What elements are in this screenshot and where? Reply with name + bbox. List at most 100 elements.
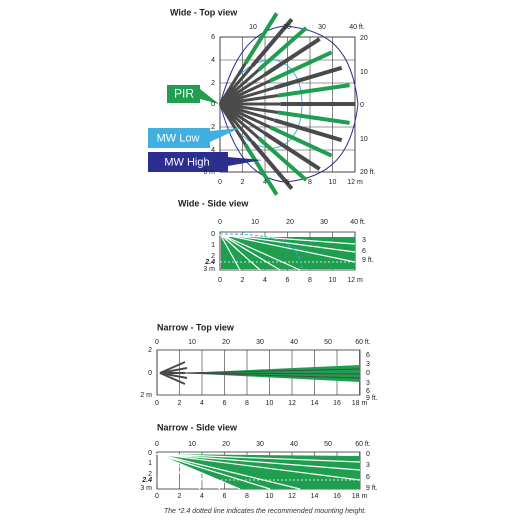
right-axis-label: 0 bbox=[360, 102, 364, 109]
footnote: The *2.4 dotted line indicates the recom… bbox=[164, 508, 366, 515]
left-axis-label: 2.4 bbox=[204, 259, 215, 266]
pir-beam bbox=[243, 143, 279, 196]
left-axis-label: 0 bbox=[211, 101, 215, 108]
left-axis-label: 2 bbox=[211, 253, 215, 260]
left-axis-label: 1 bbox=[148, 460, 152, 467]
side-beam-edge bbox=[219, 233, 356, 253]
mw-low-side bbox=[219, 233, 303, 271]
bottom-axis-label: 2 bbox=[178, 400, 182, 407]
mw-low-callout bbox=[148, 128, 240, 148]
top-axis-label: 20 bbox=[222, 339, 230, 346]
bottom-axis-label: 16 bbox=[333, 493, 341, 500]
pir-beam bbox=[278, 110, 350, 125]
top-axis-label: 20 bbox=[286, 219, 294, 226]
side-beam-edge bbox=[156, 453, 201, 490]
right-axis-label: 6 bbox=[366, 352, 370, 359]
bottom-axis-label: 18 m bbox=[352, 400, 368, 407]
pir-beam bbox=[269, 125, 333, 158]
bottom-axis-label: 14 bbox=[311, 400, 319, 407]
bottom-axis-label: 4 bbox=[200, 400, 204, 407]
bottom-axis-label: 12 bbox=[288, 400, 296, 407]
right-axis-label: 3 bbox=[362, 237, 366, 244]
narrow-beam-edge bbox=[181, 372, 361, 379]
pir-beam bbox=[263, 37, 321, 77]
right-axis-label: 3 bbox=[366, 380, 370, 387]
narrow-beam-edge bbox=[181, 368, 361, 374]
right-axis-label: 6 bbox=[366, 388, 370, 395]
panel-title: Wide - Side view bbox=[178, 198, 249, 208]
bottom-axis-label: 4 bbox=[263, 179, 267, 186]
left-axis-label: 0 bbox=[148, 450, 152, 457]
bottom-axis-label: 8 bbox=[308, 179, 312, 186]
bottom-axis-label: 8 bbox=[245, 400, 249, 407]
top-axis-label: 60 ft. bbox=[355, 339, 371, 346]
right-axis-label: 6 bbox=[366, 474, 370, 481]
side-beam-edge bbox=[156, 453, 361, 481]
right-axis-label: 3 bbox=[366, 462, 370, 469]
bottom-axis-label: 12 bbox=[288, 493, 296, 500]
right-axis-label: 10 bbox=[360, 69, 368, 76]
right-axis-label: 6 bbox=[362, 248, 366, 255]
left-axis-label: 0 bbox=[211, 231, 215, 238]
pir-beam bbox=[243, 12, 279, 65]
left-axis-label: 2 bbox=[211, 80, 215, 87]
side-beam-edge bbox=[156, 453, 301, 490]
bottom-axis-label: 10 bbox=[329, 277, 337, 284]
top-axis-label: 0 bbox=[155, 441, 159, 448]
pir-beam bbox=[278, 83, 350, 98]
pir-beam bbox=[263, 131, 321, 171]
side-beam-edge bbox=[156, 453, 241, 490]
top-axis-label: 40 bbox=[290, 441, 298, 448]
top-axis-label: 10 bbox=[188, 441, 196, 448]
left-axis-label: 2 bbox=[148, 347, 152, 354]
pir-beam bbox=[274, 65, 343, 90]
panel-title: Wide - Top view bbox=[170, 7, 238, 17]
side-beam-edge bbox=[219, 233, 241, 271]
top-axis-label: 30 bbox=[320, 219, 328, 226]
bottom-axis-label: 16 bbox=[333, 400, 341, 407]
bottom-axis-label: 4 bbox=[263, 277, 267, 284]
right-axis-label: 3 bbox=[366, 361, 370, 368]
bottom-axis-label: 8 bbox=[308, 277, 312, 284]
bottom-axis-label: 6 bbox=[223, 400, 227, 407]
right-axis-label: 9 ft. bbox=[366, 395, 378, 402]
left-axis-label: 6 m bbox=[203, 169, 215, 176]
top-axis-label: 10 bbox=[251, 219, 259, 226]
bottom-axis-label: 10 bbox=[266, 400, 274, 407]
bottom-axis-label: 0 bbox=[155, 493, 159, 500]
bottom-axis-label: 8 bbox=[245, 493, 249, 500]
bottom-axis-label: 12 m bbox=[347, 179, 363, 186]
bottom-axis-label: 2 bbox=[178, 493, 182, 500]
right-axis-label: 20 ft. bbox=[360, 169, 376, 176]
left-axis-label: 2 bbox=[148, 471, 152, 478]
top-axis-label: 10 bbox=[188, 339, 196, 346]
left-axis-label: 1 bbox=[211, 242, 215, 249]
side-beam-edge bbox=[219, 233, 261, 271]
right-axis-label: 9 ft. bbox=[366, 485, 378, 492]
bottom-axis-label: 2 bbox=[241, 179, 245, 186]
left-axis-label: 3 m bbox=[203, 266, 215, 273]
narrow-short-beam bbox=[159, 372, 186, 385]
top-axis-label: 10 bbox=[249, 24, 257, 31]
bottom-axis-label: 6 bbox=[286, 277, 290, 284]
left-axis-label: 3 m bbox=[140, 485, 152, 492]
right-axis-label: 10 bbox=[360, 136, 368, 143]
top-axis-label: 0 bbox=[218, 219, 222, 226]
bottom-axis-label: 10 bbox=[329, 179, 337, 186]
mw-high-callout bbox=[148, 152, 262, 172]
left-axis-label: 2 m bbox=[140, 392, 152, 399]
bottom-axis-label: 4 bbox=[200, 493, 204, 500]
top-axis-label: 30 bbox=[256, 339, 264, 346]
top-axis-label: 0 bbox=[155, 339, 159, 346]
bottom-axis-label: 2 bbox=[241, 277, 245, 284]
pir-beam-inner bbox=[218, 103, 247, 146]
bottom-axis-label: 6 bbox=[223, 493, 227, 500]
bottom-axis-label: 0 bbox=[218, 179, 222, 186]
side-beam-edge bbox=[156, 453, 271, 490]
bottom-axis-label: 10 bbox=[266, 493, 274, 500]
bottom-axis-label: 12 m bbox=[347, 277, 363, 284]
side-beam-edge bbox=[156, 453, 361, 471]
pir-beam bbox=[274, 118, 343, 143]
panel-title: Narrow - Top view bbox=[157, 322, 235, 332]
bottom-axis-label: 6 bbox=[286, 179, 290, 186]
